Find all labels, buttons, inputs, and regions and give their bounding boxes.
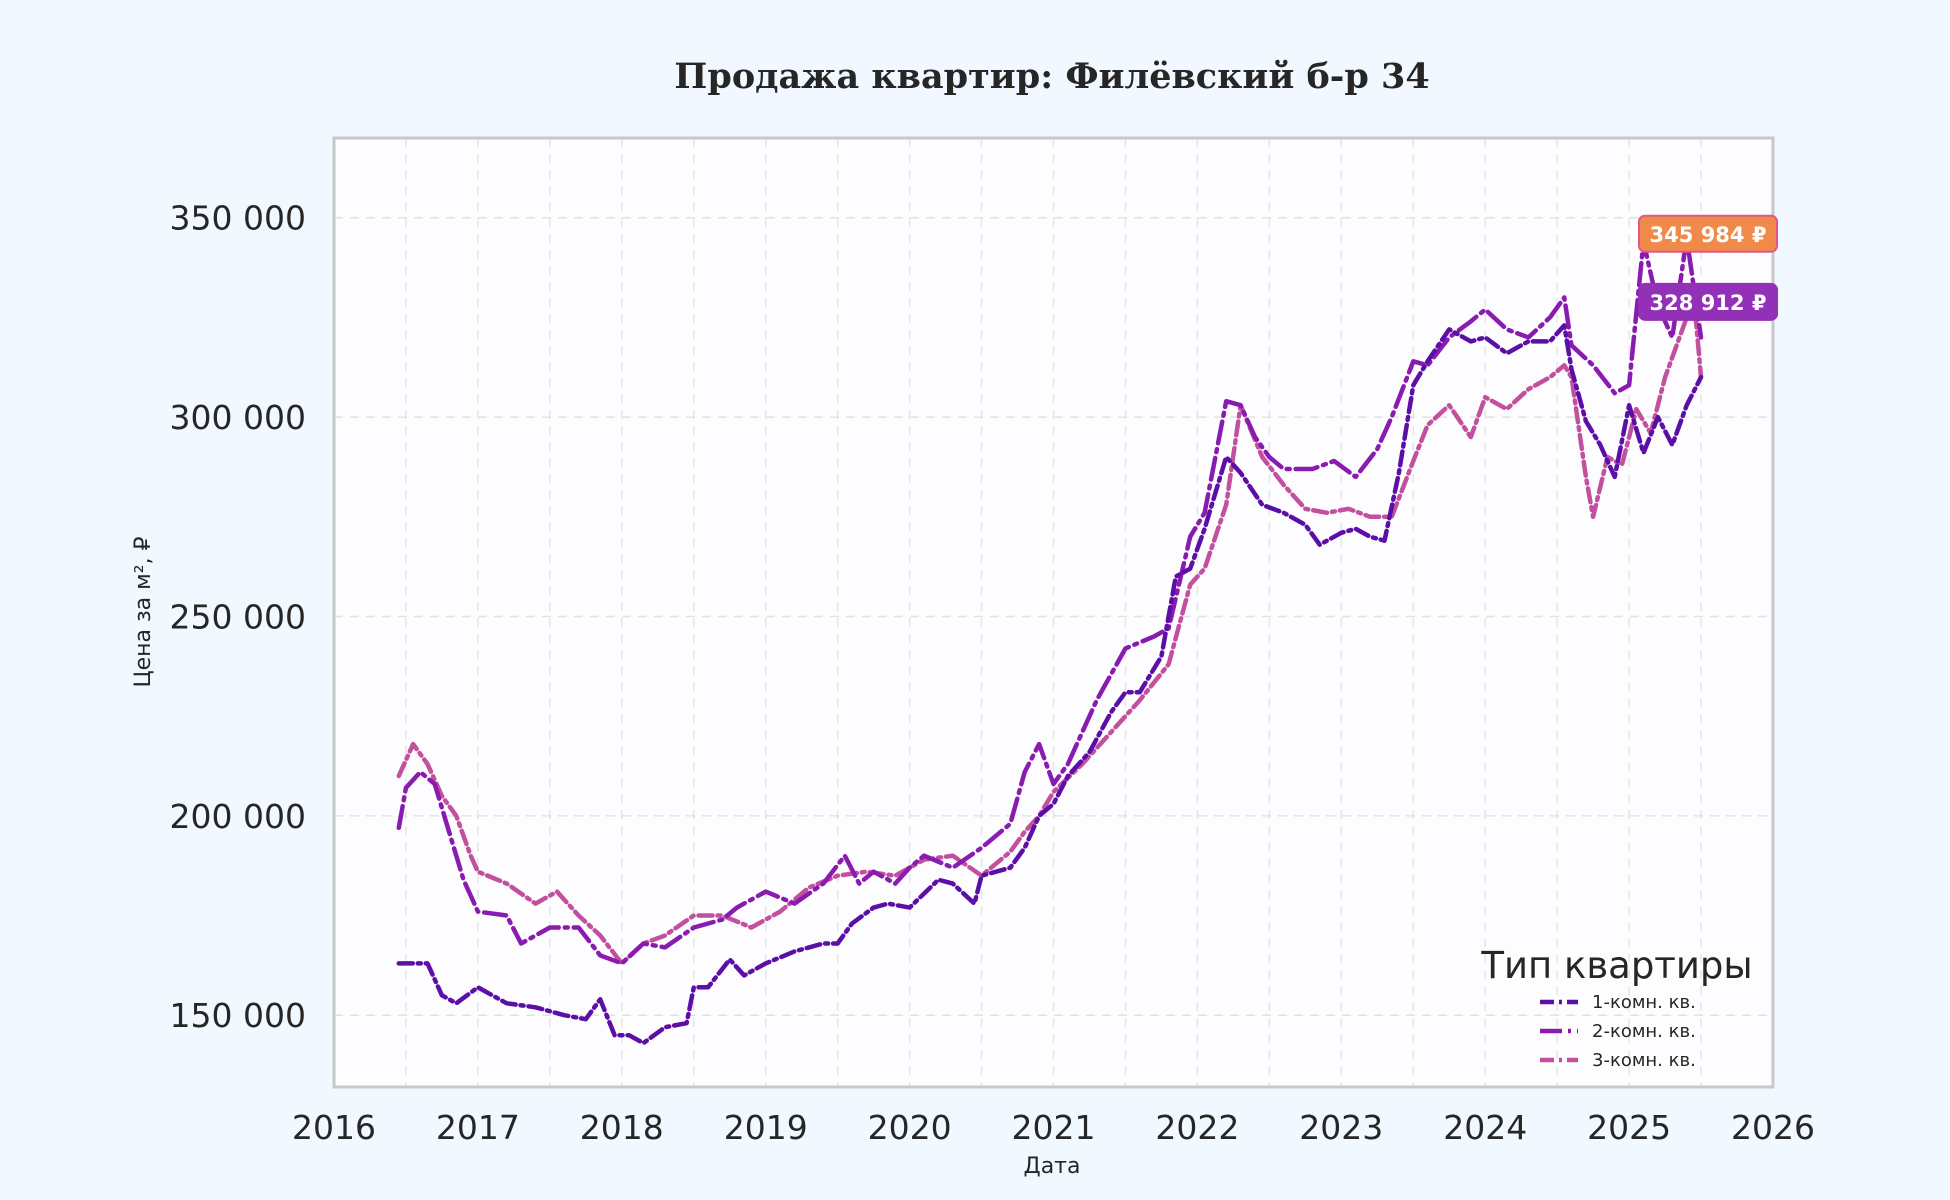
chart-title: Продажа квартир: Филёвский б-р 34 bbox=[674, 56, 1429, 97]
y-tick-label: 200 000 bbox=[170, 797, 306, 836]
x-tick-label: 2022 bbox=[1155, 1108, 1239, 1147]
legend-label: 1-комн. кв. bbox=[1592, 992, 1696, 1013]
x-tick-label: 2016 bbox=[292, 1108, 376, 1147]
series-layer bbox=[396, 235, 1704, 1046]
x-tick-label: 2021 bbox=[1012, 1108, 1096, 1147]
y-tick-label: 250 000 bbox=[170, 597, 306, 636]
y-tick-label: 300 000 bbox=[170, 398, 306, 437]
legend: Тип квартиры 1-комн. кв. 2-комн. кв. 3-комн… bbox=[1480, 944, 1752, 1071]
y-axis-label: Цена за м², ₽ bbox=[131, 536, 156, 687]
y-tick-label: 150 000 bbox=[170, 996, 306, 1035]
x-tick-label: 2017 bbox=[436, 1108, 520, 1147]
x-tick-label: 2025 bbox=[1587, 1108, 1671, 1147]
x-tick-label: 2024 bbox=[1443, 1108, 1527, 1147]
x-tick-label: 2020 bbox=[868, 1108, 952, 1147]
value-badge bbox=[1638, 282, 1778, 321]
legend-label: 3-комн. кв. bbox=[1592, 1050, 1696, 1071]
x-tick-label: 2019 bbox=[724, 1108, 808, 1147]
legend-label: 2-комн. кв. bbox=[1592, 1021, 1696, 1042]
axes: 2016 2017 2018 2019 2020 2021 2022 2023 2024 2025… bbox=[170, 136, 1815, 1147]
value-badge-label: 328 912 ₽ bbox=[1650, 291, 1767, 315]
x-axis-label: Дата bbox=[1024, 1154, 1081, 1179]
x-tick-label: 2026 bbox=[1731, 1108, 1815, 1147]
value-badges: 345 984 ₽ 328 912 ₽ bbox=[1638, 214, 1778, 321]
x-tick-label: 2023 bbox=[1299, 1108, 1383, 1147]
legend-title: Тип квартиры bbox=[1480, 944, 1752, 987]
series-line bbox=[396, 323, 1704, 1046]
series-line bbox=[396, 295, 1704, 966]
y-tick-label: 350 000 bbox=[170, 199, 306, 238]
value-badge-label: 345 984 ₽ bbox=[1650, 223, 1767, 247]
series-line bbox=[396, 235, 1704, 966]
x-tick-label: 2018 bbox=[580, 1108, 664, 1147]
value-badge bbox=[1638, 214, 1778, 253]
plot-border bbox=[332, 136, 1775, 1089]
